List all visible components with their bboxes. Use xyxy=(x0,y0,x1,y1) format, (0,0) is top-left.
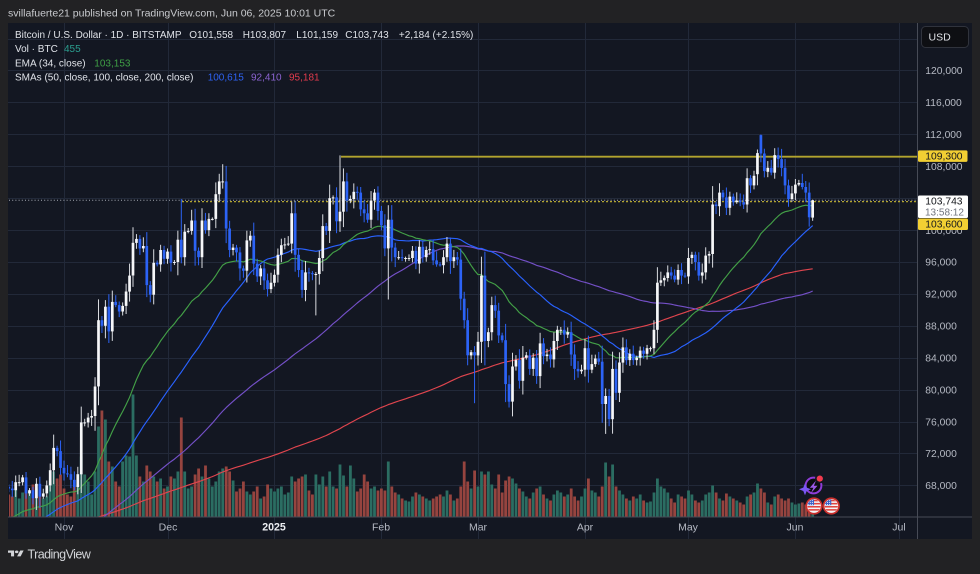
svg-text:Nov: Nov xyxy=(55,522,74,534)
svg-text:USD: USD xyxy=(929,32,952,44)
svg-text:92,000: 92,000 xyxy=(925,290,957,301)
svg-text:EMA (34, close)103,153: EMA (34, close) 103,153 xyxy=(15,58,131,69)
svg-text:2025: 2025 xyxy=(262,522,286,534)
svg-text:96,000: 96,000 xyxy=(925,258,957,269)
svg-text:Dec: Dec xyxy=(159,522,178,534)
svg-text:112,000: 112,000 xyxy=(925,130,962,141)
svg-text:84,000: 84,000 xyxy=(925,353,957,364)
svg-text:68,000: 68,000 xyxy=(925,481,957,492)
svg-text:Jul: Jul xyxy=(892,522,905,534)
svg-text:100,000: 100,000 xyxy=(925,226,962,237)
svg-text:Jun: Jun xyxy=(787,522,804,534)
svg-text:13:58:12: 13:58:12 xyxy=(925,207,964,218)
svg-text:116,000: 116,000 xyxy=(925,98,962,109)
svg-text:72,000: 72,000 xyxy=(925,449,957,460)
svg-text:80,000: 80,000 xyxy=(925,385,957,396)
svg-text:109,300: 109,300 xyxy=(925,152,962,163)
svg-text:svillafuerte21 published on Tr: svillafuerte21 published on TradingView.… xyxy=(8,8,336,20)
svg-text:108,000: 108,000 xyxy=(925,162,962,173)
svg-text:120,000: 120,000 xyxy=(925,66,962,77)
svg-text:88,000: 88,000 xyxy=(925,322,957,333)
svg-text:Mar: Mar xyxy=(469,522,488,534)
svg-text:76,000: 76,000 xyxy=(925,417,957,428)
svg-text:103,600: 103,600 xyxy=(925,220,962,231)
svg-text:Apr: Apr xyxy=(577,522,594,534)
svg-text:103,743: 103,743 xyxy=(925,197,962,208)
svg-text:Feb: Feb xyxy=(372,522,390,534)
svg-text:SMAs (50, close, 100, close, 2: SMAs (50, close, 100, close, 200, close)… xyxy=(15,73,320,84)
svg-text:May: May xyxy=(678,522,699,534)
svg-text:Bitcoin / U.S. Dollar · 1D · B: Bitcoin / U.S. Dollar · 1D · BITSTAMP O10… xyxy=(15,30,473,41)
svg-text:TradingView: TradingView xyxy=(28,548,92,562)
